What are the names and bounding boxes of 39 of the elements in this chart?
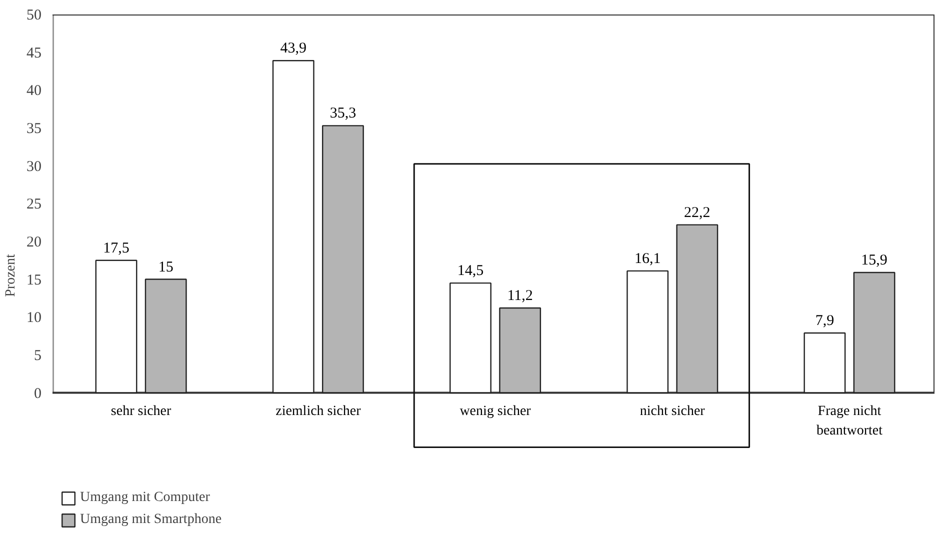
bar — [95, 260, 138, 394]
y-tick-label: 35 — [26, 120, 42, 137]
y-tick-label: 50 — [26, 8, 42, 24]
data-label: 11,2 — [507, 288, 533, 304]
data-label: 17,5 — [103, 240, 130, 256]
data-label: 7,9 — [815, 312, 834, 329]
bar — [144, 278, 187, 394]
y-tick-label: 25 — [26, 196, 42, 213]
bar — [804, 332, 846, 394]
y-tick-label: 30 — [26, 158, 42, 175]
data-label: 15,9 — [861, 252, 888, 268]
data-label: 16,1 — [634, 250, 661, 267]
bar — [322, 125, 364, 394]
x-tick-label: nicht sicher — [640, 404, 706, 420]
y-tick-label: 0 — [34, 386, 42, 402]
x-tick-label: ziemlich sicher — [276, 404, 362, 420]
y-tick-label: 15 — [26, 272, 42, 288]
data-label: 14,5 — [457, 263, 484, 280]
x-tick-label: sehr sicher — [110, 404, 172, 420]
legend-label: Umgang mit Smartphone — [80, 512, 222, 528]
bar — [499, 307, 542, 394]
y-tick-label: 5 — [34, 348, 42, 364]
bar — [272, 60, 314, 394]
y-tick-label: 45 — [26, 45, 42, 62]
y-tick-label: 40 — [26, 83, 42, 100]
data-label: 43,9 — [280, 40, 306, 57]
x-tick-label: wenig sicher — [460, 404, 532, 420]
y-tick-label: 20 — [26, 234, 42, 250]
y-axis-title: Prozent — [4, 254, 18, 297]
data-label: 22,2 — [684, 204, 710, 221]
bar — [450, 282, 492, 394]
bar — [626, 270, 669, 394]
data-label: 15 — [158, 259, 174, 276]
bar — [853, 272, 896, 394]
y-tick-label: 10 — [26, 310, 42, 326]
data-label: 35,3 — [330, 106, 356, 122]
bar — [676, 224, 718, 394]
x-tick-label: Frage nicht beantwortet — [816, 404, 883, 439]
legend-label: Umgang mit Computer — [80, 490, 210, 506]
